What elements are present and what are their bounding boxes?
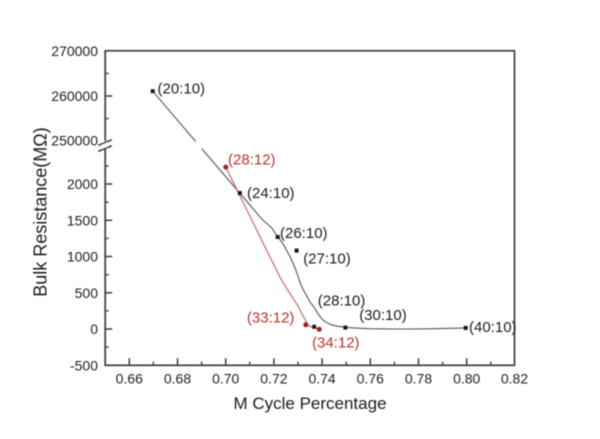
svg-text:(20:10): (20:10): [158, 81, 206, 98]
svg-text:500: 500: [75, 285, 99, 301]
svg-text:0.70: 0.70: [212, 371, 239, 387]
svg-text:0.78: 0.78: [405, 371, 432, 387]
svg-text:0.72: 0.72: [260, 371, 287, 387]
svg-text:0.76: 0.76: [357, 371, 384, 387]
svg-text:260000: 260000: [51, 88, 98, 104]
svg-text:(26:10): (26:10): [280, 225, 328, 242]
svg-text:1500: 1500: [67, 212, 98, 228]
svg-text:0.66: 0.66: [116, 371, 143, 387]
svg-text:(24:10): (24:10): [247, 185, 295, 202]
svg-text:1000: 1000: [67, 249, 98, 265]
svg-text:(28:10): (28:10): [318, 292, 366, 309]
svg-text:0.82: 0.82: [501, 371, 528, 387]
svg-text:2000: 2000: [67, 176, 98, 192]
svg-text:0.68: 0.68: [164, 371, 191, 387]
svg-text:(30:10): (30:10): [359, 307, 407, 324]
svg-text:(34:12): (34:12): [312, 334, 360, 351]
svg-text:0.74: 0.74: [308, 371, 335, 387]
svg-text:270000: 270000: [51, 43, 98, 59]
svg-text:250000: 250000: [51, 133, 98, 149]
svg-text:(28:12): (28:12): [228, 152, 276, 169]
svg-text:0: 0: [90, 321, 98, 337]
svg-text:M Cycle Percentage: M Cycle Percentage: [233, 394, 386, 413]
svg-text:(40:10): (40:10): [469, 319, 517, 336]
svg-text:0.80: 0.80: [453, 371, 480, 387]
svg-text:(33:12): (33:12): [247, 310, 295, 327]
svg-text:(27:10): (27:10): [303, 250, 351, 267]
svg-text:Bulk Resistance(MΩ): Bulk Resistance(MΩ): [31, 127, 51, 297]
svg-text:-500: -500: [70, 357, 98, 373]
